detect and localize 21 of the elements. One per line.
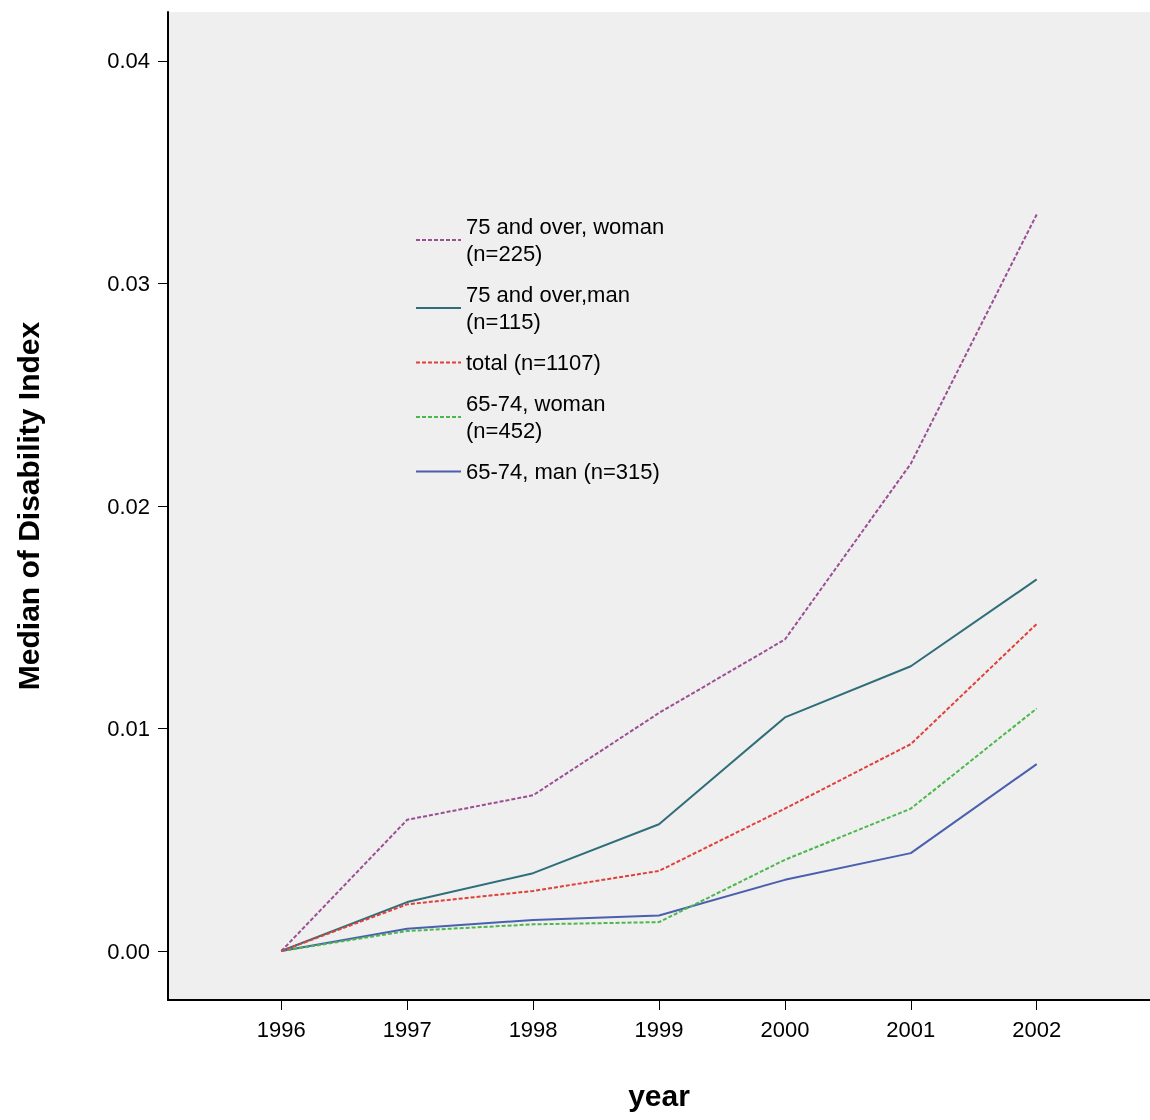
y-tick-label: 0.00 xyxy=(107,938,150,964)
x-tick-label: 2001 xyxy=(886,1016,936,1042)
legend-label: 65-74, woman (n=452) xyxy=(466,391,606,443)
x-tick-label: 1997 xyxy=(382,1016,432,1042)
y-tick-label: 0.03 xyxy=(107,270,150,296)
x-tick-label: 1998 xyxy=(508,1016,558,1042)
y-tick-label: 0.02 xyxy=(107,493,150,519)
y-axis-title: Median of Disability Index xyxy=(11,321,45,691)
legend-label: 75 and over,man (n=115) xyxy=(466,282,630,334)
line-series xyxy=(280,213,1038,953)
legend-label: total (n=1107) xyxy=(466,350,601,375)
line-series xyxy=(280,707,1038,953)
y-tick-label: 0.01 xyxy=(107,716,150,742)
x-tick-label: 2000 xyxy=(760,1016,810,1042)
legend-label: 75 and over, woman (n=225) xyxy=(466,214,665,266)
x-axis-title: year xyxy=(628,1078,691,1112)
x-tick-label: 2002 xyxy=(1012,1016,1062,1042)
x-tick-label: 1996 xyxy=(256,1016,306,1042)
y-tick-label: 0.04 xyxy=(107,48,150,74)
legend-label: 65-74, man (n=315) xyxy=(466,459,660,484)
x-tick-label: 1999 xyxy=(634,1016,684,1042)
